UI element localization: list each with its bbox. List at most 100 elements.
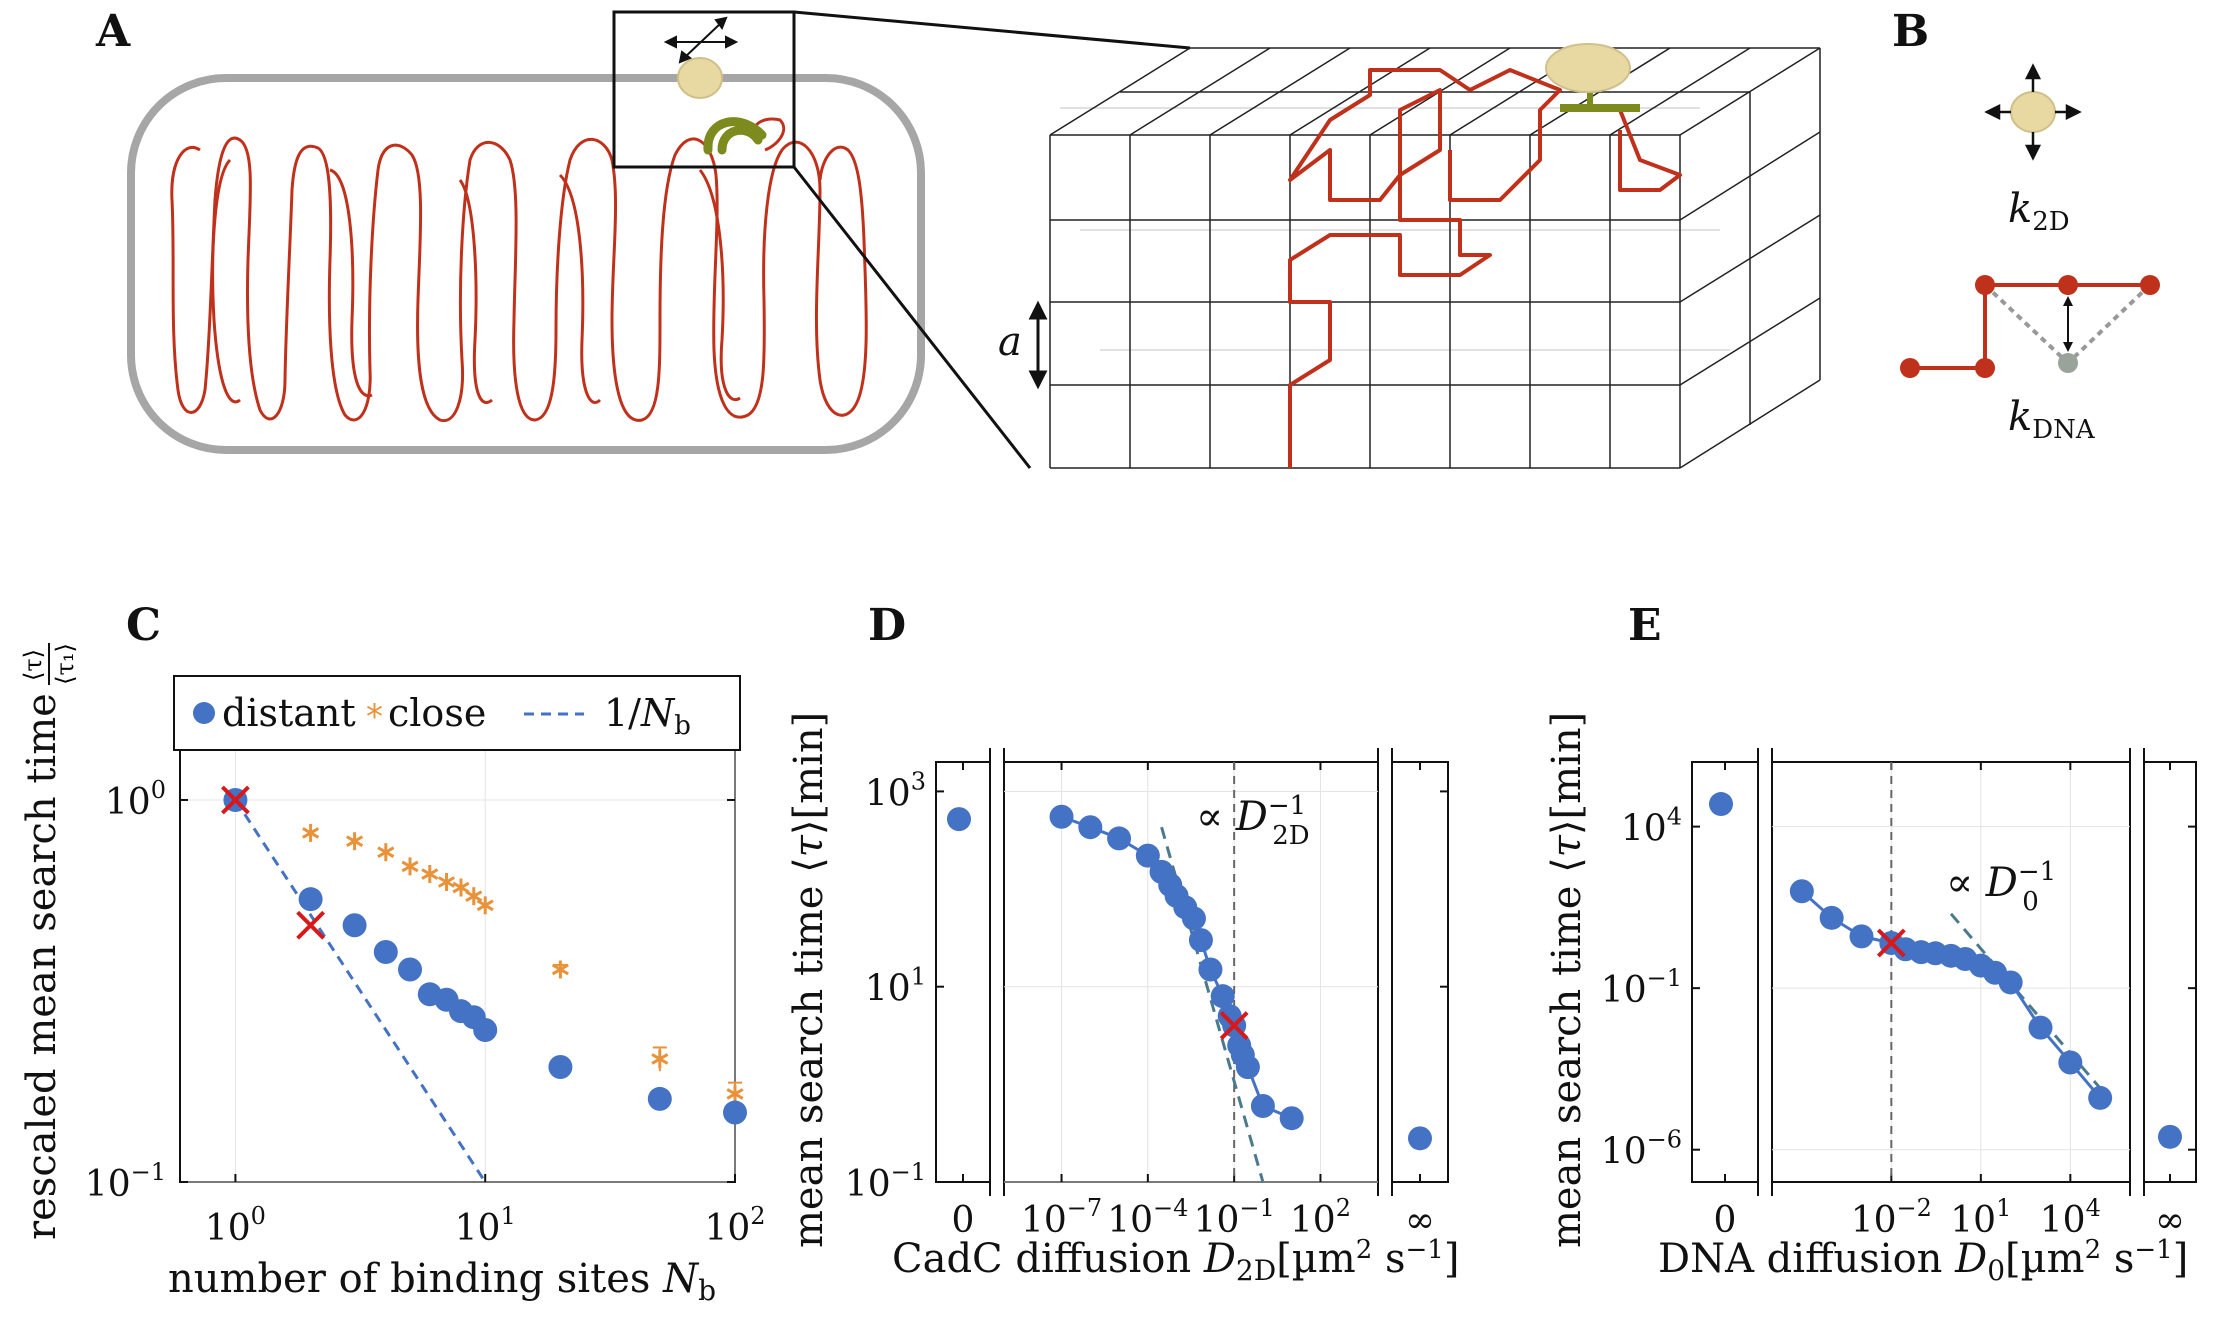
data-point xyxy=(1250,1094,1275,1119)
frame-inf-segment xyxy=(1391,761,1449,1183)
panel-e: E 10−6 10−1 104 0 10−2 101 104 ∞ ∝ D−1 0 DNA dif… xyxy=(1544,600,2197,1287)
data-point xyxy=(1279,1106,1304,1131)
data-point xyxy=(2028,1015,2053,1040)
data-point xyxy=(1198,957,1223,982)
marks-c xyxy=(221,785,747,1183)
x-tick-label: 102 xyxy=(704,1202,765,1249)
svg-text:rescaled mean search time: rescaled mean search time xyxy=(19,693,65,1240)
marks-d xyxy=(947,762,1432,1183)
zero-limit-point xyxy=(1709,792,1733,817)
gridlines-c xyxy=(180,722,736,1183)
reference-cross xyxy=(1876,928,1906,958)
legend-c: distant * close 1/Nb xyxy=(173,675,741,751)
close-point xyxy=(452,878,470,897)
slope-annotation-e: ∝ D−1 0 xyxy=(1946,857,2056,917)
data-point xyxy=(1078,815,1103,840)
panel-label-e: E xyxy=(1628,600,1662,651)
zoom-line-top xyxy=(793,10,1191,50)
cell-outline xyxy=(127,74,925,454)
reference-cross-b xyxy=(221,785,250,815)
panel-b: B k2D kDNA xyxy=(1892,6,2160,445)
marks-e xyxy=(1709,762,2182,1182)
diffusion-arrows-icon xyxy=(663,16,739,64)
plot-frame-d xyxy=(935,748,1449,1196)
distant-point xyxy=(298,887,323,912)
four-way-arrows-icon xyxy=(1984,63,2082,161)
protein-lattice xyxy=(1545,43,1631,93)
xlabel-c: number of binding sites Nb xyxy=(168,1256,716,1307)
zero-limit-point xyxy=(947,807,971,832)
data-point xyxy=(1998,970,2023,995)
data-point xyxy=(1849,924,1874,949)
data-point xyxy=(1210,984,1235,1009)
reference-cross xyxy=(296,910,326,940)
close-point xyxy=(421,865,439,884)
plot-frame-e xyxy=(1691,748,2197,1196)
close-point xyxy=(346,832,364,851)
panel-a: A xyxy=(95,6,1821,469)
xlabel-e: DNA diffusion D0[µm2 s−1] xyxy=(1658,1235,2188,1287)
close-point xyxy=(377,843,395,862)
x-tick-label: 0 xyxy=(952,1200,975,1241)
ticks-c: 100 101 102 10−1 100 xyxy=(85,722,766,1249)
distant-point xyxy=(373,940,398,964)
panel-label-a: A xyxy=(95,6,131,57)
close-point xyxy=(465,887,483,906)
x-tick-label: 0 xyxy=(1714,1200,1737,1241)
close-point xyxy=(401,857,419,876)
frame-main-segment xyxy=(1771,761,2131,1183)
data-point xyxy=(1188,928,1213,953)
close-point-arm xyxy=(437,876,456,888)
svg-text:⟨τ₁⟩: ⟨τ₁⟩ xyxy=(51,643,79,685)
x-tick-label: 100 xyxy=(205,1202,266,1249)
x-tick-label: ∞ xyxy=(1405,1200,1435,1241)
close-point-arm xyxy=(726,1088,744,1100)
data-point xyxy=(1181,906,1206,931)
rate-dna-label: kDNA xyxy=(2008,394,2096,445)
data-point xyxy=(2058,1050,2083,1075)
legend-close-label: close xyxy=(388,691,486,735)
inf-limit-point xyxy=(1408,1126,1432,1151)
data-point xyxy=(1049,804,1074,829)
lattice-grid xyxy=(1049,47,1821,469)
close-point-arm xyxy=(302,827,320,839)
close-point-arm xyxy=(452,881,470,894)
plot-frame-c xyxy=(179,721,736,1183)
x-tick-label: 102 xyxy=(1290,1194,1351,1241)
x-tick-label: 10−4 xyxy=(1107,1194,1188,1241)
ylabel-c: rescaled mean search time ⟨τ⟩ ⟨τ₁⟩ xyxy=(19,643,79,1240)
svg-text:⟨τ⟩: ⟨τ⟩ xyxy=(19,649,47,681)
series-line xyxy=(1800,890,2102,1099)
distant-point xyxy=(548,1055,573,1079)
inf-limit-point xyxy=(2158,1124,2182,1149)
close-point-arm xyxy=(551,963,569,976)
x-tick-label: 101 xyxy=(1950,1194,2011,1241)
y-tick-label: 10−1 xyxy=(85,1158,166,1205)
ylabel-d: mean search time ⟨τ⟩[min] xyxy=(786,712,832,1248)
y-tick-label: 103 xyxy=(865,767,926,814)
reference-cross-b xyxy=(1876,928,1906,958)
slope-annotation-d: ∝ D−1 2D xyxy=(1196,791,1310,851)
close-point xyxy=(476,896,494,915)
y-tick-label: 10−1 xyxy=(845,1158,926,1205)
close-point xyxy=(726,1084,744,1103)
ylabel-e: mean search time ⟨τ⟩[min] xyxy=(1544,712,1590,1248)
distant-point xyxy=(647,1086,672,1111)
legend-close-marker: * xyxy=(366,697,383,737)
data-point xyxy=(1819,905,1844,930)
close-point-arm xyxy=(401,860,419,873)
dna-polymer-lattice xyxy=(1288,68,1682,468)
dna-hop-diagram xyxy=(1900,275,2160,378)
y-tick-label: 10−6 xyxy=(1601,1126,1682,1173)
close-point-arm xyxy=(346,835,364,847)
zoom-box xyxy=(612,10,796,169)
legend-fit-label: 1/Nb xyxy=(604,691,691,741)
distant-point xyxy=(398,957,423,982)
ticks-e: 10−6 10−1 104 0 10−2 101 104 ∞ xyxy=(1601,762,2196,1241)
protein-2d xyxy=(2010,91,2056,133)
data-point xyxy=(1789,879,1814,904)
x-tick-label: 10−2 xyxy=(1851,1194,1932,1241)
x-tick-label: 10−7 xyxy=(1021,1194,1102,1241)
